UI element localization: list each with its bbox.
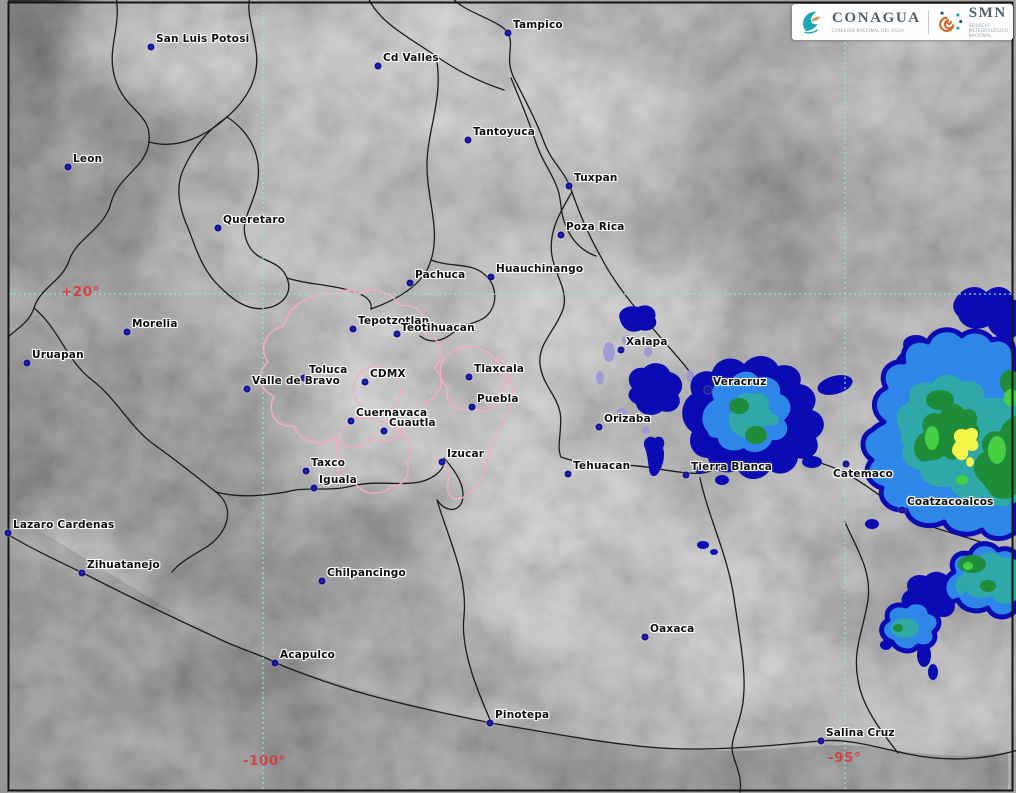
city-label: Pachuca xyxy=(415,269,466,281)
grid-coordinate-label: -95° xyxy=(828,750,862,766)
city-label: Tantoyuca xyxy=(473,126,536,138)
city-dot xyxy=(78,569,86,577)
city-dot xyxy=(617,346,625,354)
city-label: Acapulco xyxy=(280,649,336,661)
city-label: Morelia xyxy=(132,318,178,330)
city-dot xyxy=(438,458,446,466)
grid-lines xyxy=(9,2,1013,791)
city-dot xyxy=(374,62,382,70)
city-label: Toluca xyxy=(309,364,348,376)
city-dot xyxy=(704,386,712,394)
conagua-wordmark: CONAGUA xyxy=(832,10,921,26)
city-dot xyxy=(271,659,279,667)
city-label: Leon xyxy=(73,153,103,165)
logo-divider xyxy=(927,10,929,34)
city-label: Pinotepa xyxy=(495,709,550,721)
precip-extreme xyxy=(952,427,979,467)
city-label: Oaxaca xyxy=(650,623,695,635)
city-label: Tlaxcala xyxy=(474,363,525,375)
smn-wordmark: SMN xyxy=(968,4,1007,21)
grid-coordinate-label: +20° xyxy=(61,284,100,300)
city-label: Izucar xyxy=(447,448,485,460)
city-label: Valle de Bravo xyxy=(252,375,341,387)
city-dot xyxy=(147,43,155,51)
conagua-brand: CONAGUA COMISIÓN NACIONAL DEL AGUA xyxy=(799,8,921,36)
city-dot xyxy=(557,231,565,239)
city-dot xyxy=(817,737,825,745)
smn-subtitle: SERVICIO METEOROLÓGICO NACIONAL xyxy=(968,22,1009,39)
city-dot xyxy=(349,325,357,333)
city-label: Iguala xyxy=(319,474,357,486)
city-label: Cuernavaca xyxy=(356,407,428,419)
city-label: Chilpancingo xyxy=(327,567,406,579)
city-label: Puebla xyxy=(477,393,519,405)
city-dot xyxy=(641,633,649,641)
city-dot xyxy=(486,719,494,727)
city-label: Queretaro xyxy=(223,214,286,226)
city-dot xyxy=(464,136,472,144)
grid-coordinate-label: -100° xyxy=(243,753,287,769)
city-label: Taxco xyxy=(311,457,346,469)
smn-brand: SMN SERVICIO METEOROLÓGICO NACIONAL xyxy=(936,4,1016,39)
city-dot xyxy=(682,471,690,479)
city-label: Tuxpan xyxy=(574,172,618,184)
conagua-subtitle: COMISIÓN NACIONAL DEL AGUA xyxy=(832,28,905,33)
city-dot xyxy=(318,577,326,585)
city-label: Tepotzotlan xyxy=(358,315,430,327)
logo-panel: CONAGUA COMISIÓN NACIONAL DEL AGUA SMN S… xyxy=(792,4,1013,40)
city-dot xyxy=(565,182,573,190)
city-dot xyxy=(310,484,318,492)
city-label: Cuautla xyxy=(389,417,436,429)
precip-trace xyxy=(596,335,705,457)
city-label: Huauchinango xyxy=(496,263,584,275)
city-dot xyxy=(898,506,906,514)
city-label: Tehuacan xyxy=(573,460,631,472)
city-label: Tampico xyxy=(513,19,563,31)
city-dot xyxy=(23,359,31,367)
city-dot xyxy=(302,467,310,475)
city-label: Cd Valles xyxy=(383,52,439,64)
city-label: Coatzacoalcos xyxy=(907,496,994,508)
highlighted-state-boundaries xyxy=(259,289,514,500)
city-dot xyxy=(347,417,355,425)
city-label: San Luis Potosi xyxy=(156,33,250,45)
city-dot xyxy=(380,427,388,435)
city-label: Catemaco xyxy=(833,468,893,480)
conagua-logo-icon xyxy=(803,11,821,34)
city-label: Xalapa xyxy=(626,336,668,348)
city-dot xyxy=(393,330,401,338)
city-dot xyxy=(504,29,512,37)
city-dot xyxy=(214,224,222,232)
city-dot xyxy=(243,385,251,393)
map-frame-border xyxy=(7,1,1014,792)
city-dot xyxy=(564,470,572,478)
city-label: Tierra Blanca xyxy=(691,461,773,473)
map-margin-strip xyxy=(0,0,8,793)
city-label: Uruapan xyxy=(32,349,84,361)
city-dot xyxy=(123,328,131,336)
city-label: Poza Rica xyxy=(566,221,625,233)
city-label: Veracruz xyxy=(713,376,767,388)
city-dot xyxy=(468,403,476,411)
smn-logo-icon xyxy=(938,11,962,32)
city-label: Zihuatanejo xyxy=(87,559,160,571)
city-dot xyxy=(487,273,495,281)
city-dot xyxy=(4,529,12,537)
city-label: Salina Cruz xyxy=(826,727,895,739)
city-dot xyxy=(361,378,369,386)
city-dot xyxy=(64,163,72,171)
city-dot xyxy=(300,374,308,382)
precip-severe xyxy=(925,389,1016,570)
city-label: Orizaba xyxy=(604,413,651,425)
city-label: Teotihuacan xyxy=(401,322,475,334)
city-dot xyxy=(842,460,850,468)
city-dot xyxy=(595,423,603,431)
city-label: CDMX xyxy=(370,368,406,380)
city-dot xyxy=(465,373,473,381)
city-dot xyxy=(406,279,414,287)
city-label: Lazaro Cardenas xyxy=(13,519,115,531)
